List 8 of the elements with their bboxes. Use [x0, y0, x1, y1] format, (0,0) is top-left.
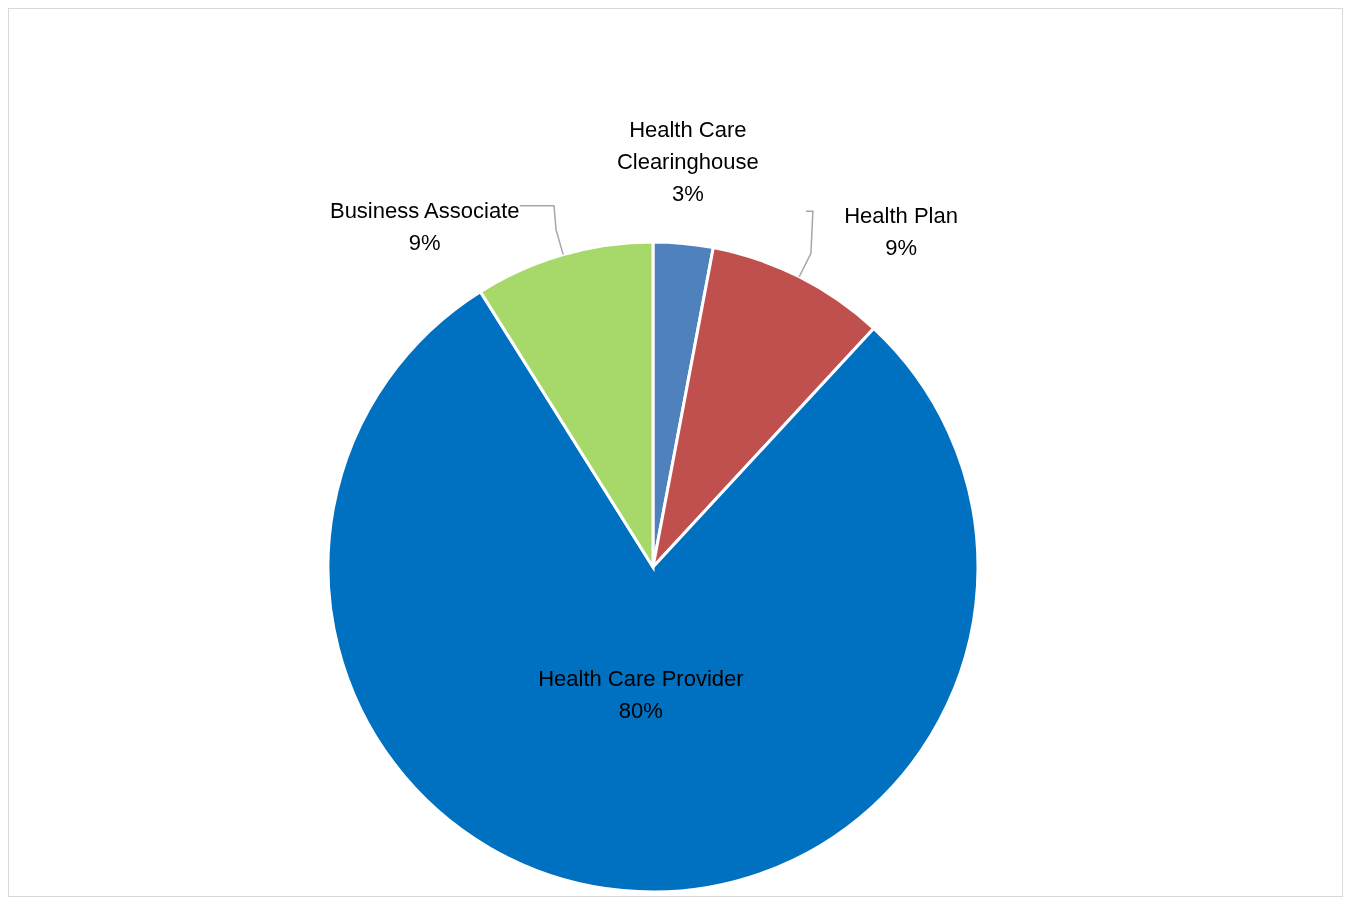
slice-label: Business Associate: [329, 197, 520, 223]
slice-label: Health Care Clearinghouse: [616, 116, 759, 174]
slice-label: Health Plan: [844, 203, 958, 229]
slice-label: Health Care Provider: [538, 666, 744, 692]
data-label: 80%: [618, 698, 663, 724]
data-label: 9%: [885, 235, 918, 261]
data-label: 9%: [408, 229, 441, 255]
data-label: 3%: [671, 180, 704, 206]
